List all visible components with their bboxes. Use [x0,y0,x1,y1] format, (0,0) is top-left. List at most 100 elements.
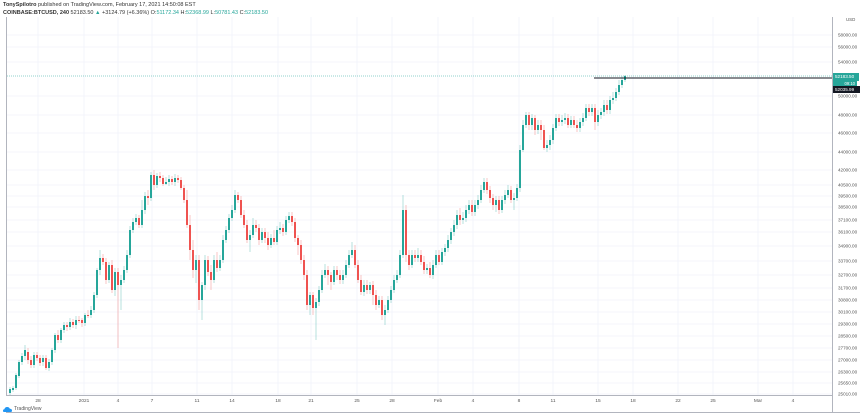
time-tick-label: 4 [116,399,120,404]
candle-body [618,85,620,92]
horizontal-line-badge: 52035.99 [833,86,860,93]
symbol-label[interactable]: COINBASE:BTCUSD, 240 [3,10,70,16]
candle-body [213,260,215,280]
candle-body [240,200,242,215]
candle-body [336,270,338,275]
candle-body [321,275,323,290]
candle-body [309,295,311,305]
candle-body [267,238,269,245]
candle-body [198,260,200,300]
candle-body [168,179,170,182]
candle-body [162,178,164,184]
candle-body [498,200,500,210]
candle-body [45,358,47,368]
price-tick-label: 44000.00 [838,149,858,155]
candle-body [87,315,89,316]
price-tick-label: 27000.00 [838,357,858,363]
candle-body [21,356,23,362]
candle-body [573,120,575,125]
candle-body [612,98,614,100]
tradingview-logo[interactable]: TradingView [3,406,42,412]
candle-body [156,176,158,185]
candle-body [189,225,191,250]
candle-body [171,179,173,182]
candle-body [330,275,332,282]
candle-body [33,355,35,365]
price-tick-label: 42000.00 [838,167,858,173]
candle-body [492,198,494,205]
price-change: +3124.79 (+6.36%) [102,10,150,16]
candle-body [270,238,272,245]
candle-body [147,196,149,198]
candle-body [114,272,116,290]
candle-body [255,225,257,228]
last-price: 52183.50 [70,10,94,16]
time-tick-label: 7 [150,399,154,404]
candle-body [600,112,602,115]
low-label: L: [210,10,216,16]
candle-body [276,230,278,242]
candle-body [165,182,167,184]
time-tick-label: 28 [35,399,41,404]
candle-body [210,272,212,280]
open-value: 51172.34 [156,10,179,16]
candle-body [225,230,227,240]
price-tick-label: 39500.00 [838,193,858,199]
candle-body [453,225,455,232]
candle-body [258,228,260,240]
candle-body [483,182,485,190]
candle-body [207,260,209,272]
price-tick-label: 28500.00 [838,333,858,339]
price-tick-label: 30800.00 [838,297,858,303]
price-tick-label: 58000.00 [838,32,858,38]
candle-body [495,200,497,205]
candle-body [471,205,473,212]
candle-body [180,180,182,188]
candle-body [399,255,401,275]
candle-body [534,118,536,130]
published-text: published on TradingView.com, February 1… [36,2,196,8]
candle-body [129,230,131,255]
candle-body [582,118,584,122]
chart-plot-area[interactable] [6,17,833,396]
price-tick-label: 54000.00 [838,59,858,65]
candle-body [204,260,206,285]
candle-body [93,295,95,310]
candle-body [27,352,29,360]
open-label: O: [150,10,157,16]
candle-body [75,320,77,325]
candle-body [90,310,92,315]
currency-label[interactable]: USD [846,17,856,22]
candle-body [219,260,221,268]
author-name[interactable]: TonySpilotro [3,2,37,8]
candle-body [510,190,512,200]
candle-body [432,265,434,275]
candle-body [120,280,122,285]
candle-body [174,178,176,182]
candle-body [135,218,137,222]
price-tick-label: 48000.00 [838,112,858,118]
countdown-badge: 09:10 [833,81,857,87]
candle-body [621,80,623,85]
candle-body [111,265,113,290]
low-value: 50781.43 [215,10,239,16]
candle-body [351,250,353,255]
price-tick-label: 40500.00 [838,182,858,188]
candle-body [69,322,71,327]
candle-body [438,255,440,262]
cloud-icon [3,407,12,412]
candle-body [132,222,134,230]
candle-body [318,290,320,302]
price-tick-label: 27700.00 [838,345,858,351]
candle-body [186,200,188,225]
candle-body [423,262,425,270]
candle-body [78,320,80,321]
price-tick-label: 50000.00 [838,93,858,99]
candle-body [9,389,11,393]
candle-body [450,232,452,240]
time-tick-label: 4 [471,399,475,404]
candle-body [159,176,161,178]
candle-body [237,195,239,200]
candle-body [525,115,527,125]
